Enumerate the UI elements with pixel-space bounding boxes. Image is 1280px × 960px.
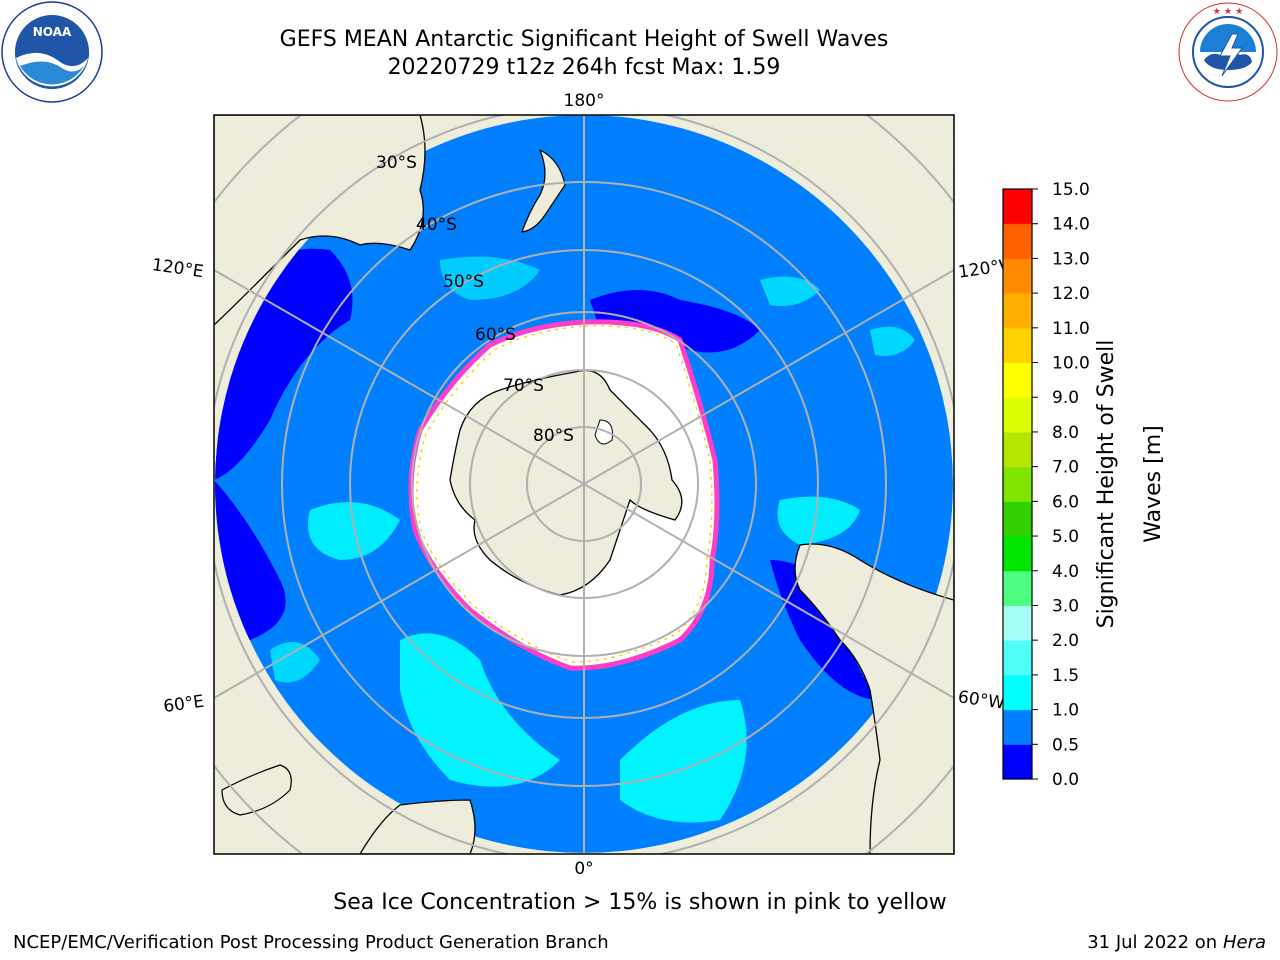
colorbar-segment <box>1003 327 1032 364</box>
lat-label-60s: 60°S <box>475 325 516 345</box>
colorbar-tick-label: 10.0 <box>1052 354 1090 374</box>
footer-date: 31 Jul 2022 on Hera <box>1087 932 1266 953</box>
graticule <box>214 115 954 854</box>
continents <box>214 115 954 854</box>
madagascar-landmass <box>221 764 292 816</box>
high-swell-patch <box>440 256 540 300</box>
colorbar-tick-label: 15.0 <box>1052 180 1090 200</box>
high-swell-patch <box>760 276 820 306</box>
colorbar-segment <box>1003 397 1032 433</box>
footer-host: Hera <box>1222 932 1266 953</box>
colorbar-tick-label: 9.0 <box>1052 388 1079 408</box>
low-swell-region <box>770 560 880 700</box>
colorbar-tick-label: 7.0 <box>1052 458 1079 478</box>
colorbar-segment <box>1003 362 1032 398</box>
colorbar-tick-label: 5.0 <box>1052 527 1079 547</box>
noaa-logo-text: NOAA <box>33 25 72 39</box>
footer-date-text: 31 Jul 2022 on <box>1087 932 1223 953</box>
colorbar-segment <box>1003 466 1032 502</box>
sea-ice-edge-yellow <box>416 325 713 663</box>
colorbar-tick-label: 1.0 <box>1052 701 1079 721</box>
antarctica-landmass <box>449 369 683 596</box>
colorbar-tick-label: 0.5 <box>1052 735 1079 755</box>
lat-label-30s: 30°S <box>376 153 417 173</box>
lon-label-60w: 60°W <box>957 687 1006 713</box>
colorbar-segment <box>1003 189 1032 224</box>
chart-subtitle: 20220729 t12z 264h fcst Max: 1.59 <box>387 55 781 80</box>
lat-label-80s: 80°S <box>533 426 574 446</box>
colorbar-segment <box>1003 570 1032 606</box>
colorbar-tick-label: 3.0 <box>1052 596 1079 616</box>
chart-title: GEFS MEAN Antarctic Significant Height o… <box>279 27 889 52</box>
colorbar-tick-label: 8.0 <box>1052 423 1079 443</box>
lon-label-180: 180° <box>564 91 605 111</box>
map-frame <box>213 114 955 855</box>
colorbar-frame <box>1002 188 1033 780</box>
australia-landmass <box>214 115 426 326</box>
colorbar-tick-label: 14.0 <box>1052 215 1090 235</box>
colorbar-tick-label: 1.5 <box>1052 666 1079 686</box>
high-swell-patch <box>777 496 860 545</box>
colorbar-segment <box>1003 640 1032 676</box>
colorbar-segment <box>1003 536 1032 572</box>
nws-logo: ★ ★ ★ <box>1178 2 1278 102</box>
colorbar-tick-label: 13.0 <box>1052 249 1090 269</box>
high-swell-patch <box>400 633 560 787</box>
high-swell-patch <box>870 326 915 356</box>
sea-ice-note: Sea Ice Concentration > 15% is shown in … <box>333 890 947 915</box>
colorbar <box>1003 189 1032 780</box>
south-america-landmass <box>794 543 954 854</box>
colorbar-segment <box>1003 709 1032 745</box>
colorbar-segment <box>1003 223 1032 259</box>
colorbar-tick-label: 11.0 <box>1052 319 1090 339</box>
colorbar-segment <box>1003 605 1032 641</box>
colorbar-tick-label: 6.0 <box>1052 492 1079 512</box>
colorbar-segment <box>1003 674 1032 711</box>
colorbar-segment <box>1003 258 1032 294</box>
colorbar-segment <box>1003 293 1032 329</box>
colorbar-tick-label: 12.0 <box>1052 284 1090 304</box>
colorbar-ticks: 0.0 0.5 1.0 1.5 2.0 3.0 4.0 5.0 6.0 7.0 8.0 9.0 10.0… <box>1032 180 1090 790</box>
lat-label-70s: 70°S <box>503 376 544 396</box>
high-swell-patch <box>620 700 747 823</box>
colorbar-tick-label: 0.0 <box>1052 770 1079 790</box>
colorbar-segment <box>1003 744 1032 780</box>
lon-label-0: 0° <box>574 859 593 879</box>
new-zealand-landmass <box>521 148 566 233</box>
low-swell-region <box>590 290 760 353</box>
svg-text:★ ★ ★: ★ ★ ★ <box>1213 7 1243 17</box>
lat-label-40s: 40°S <box>416 215 457 235</box>
colorbar-segment <box>1003 431 1032 468</box>
lat-label-50s: 50°S <box>443 272 484 292</box>
colorbar-tick-label: 4.0 <box>1052 562 1079 582</box>
ross-ice-shelf <box>594 419 613 445</box>
lon-label-60e: 60°E <box>162 692 205 717</box>
colorbar-label-line1: Significant Height of Swell <box>1094 340 1119 629</box>
lon-label-120e: 120°E <box>151 255 205 282</box>
noaa-logo: NOAA <box>1 1 103 103</box>
footer-credit: NCEP/EMC/Verification Post Processing Pr… <box>13 932 609 953</box>
colorbar-label-line2: Waves [m] <box>1141 425 1166 542</box>
high-swell-patch <box>270 642 320 683</box>
colorbar-segment <box>1003 501 1032 537</box>
africa-landmass <box>359 799 476 854</box>
colorbar-tick-label: 2.0 <box>1052 631 1079 651</box>
